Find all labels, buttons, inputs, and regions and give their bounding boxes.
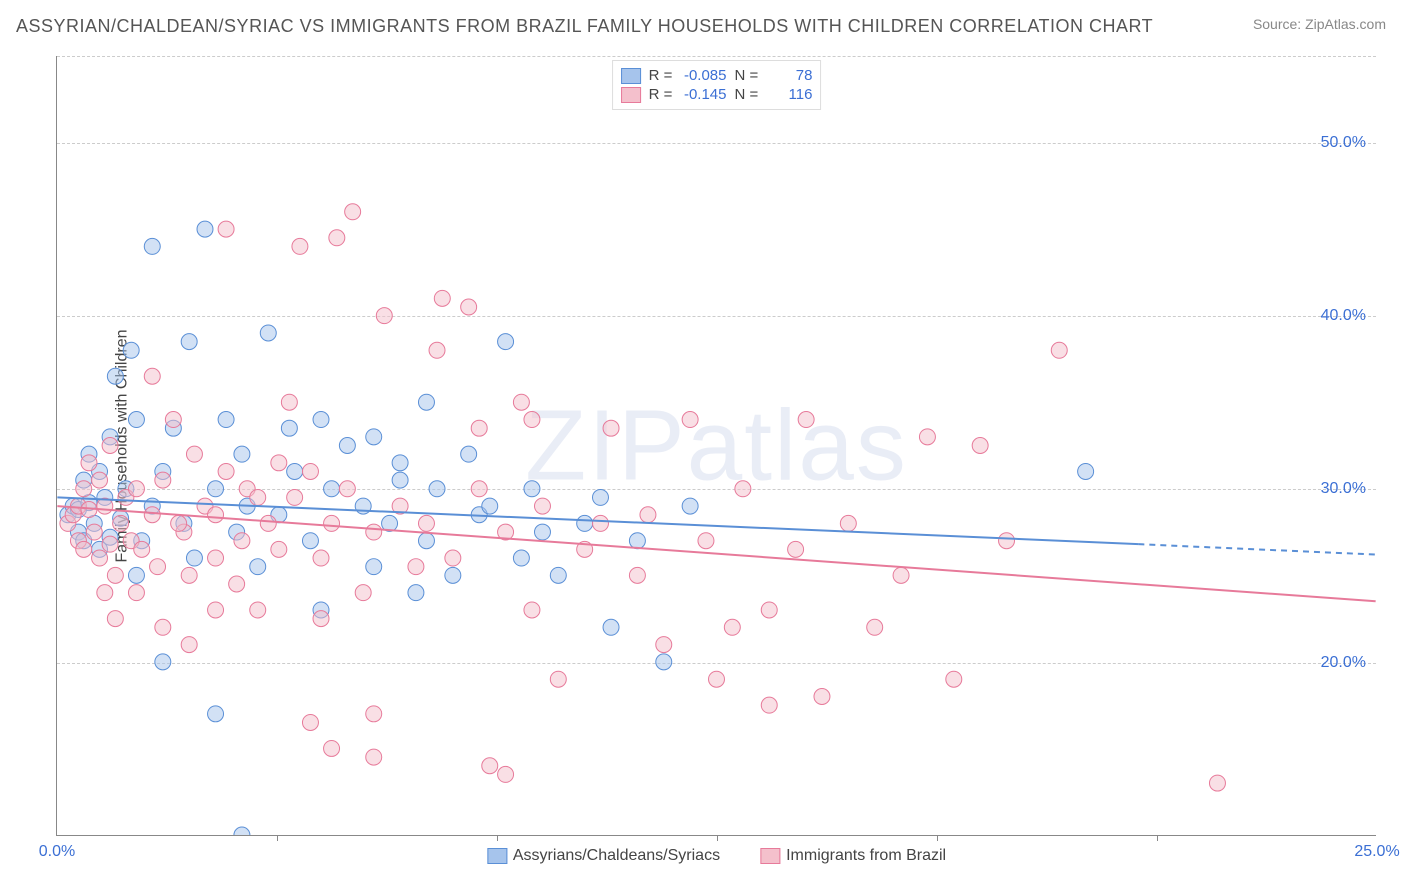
legend-swatch-blue [621,68,641,84]
legend-swatch-pink-icon [760,848,780,864]
legend-bottom: Assyrians/Chaldeans/Syriacs Immigrants f… [487,847,946,865]
x-tick-mark [497,835,498,841]
x-tick-mark [277,835,278,841]
x-tick-mark [937,835,938,841]
legend-item-2: Immigrants from Brazil [760,847,946,865]
x-tick-mark [717,835,718,841]
legend-stats-box: R = -0.085 N = 78 R = -0.145 N = 116 [612,60,822,110]
x-tick-mark [1157,835,1158,841]
source-label: Source: ZipAtlas.com [1253,16,1386,32]
x-tick-label: 0.0% [39,843,75,861]
legend-swatch-pink [621,87,641,103]
legend-label-1: Assyrians/Chaldeans/Syriacs [513,847,720,865]
legend-stat-row-2: R = -0.145 N = 116 [621,86,813,103]
chart-plot-area: ZIPatlas R = -0.085 N = 78 R = -0.145 N … [56,56,1376,836]
scatter-svg [57,56,1376,835]
legend-stat-row-1: R = -0.085 N = 78 [621,67,813,84]
legend-swatch-blue-icon [487,848,507,864]
legend-item-1: Assyrians/Chaldeans/Syriacs [487,847,720,865]
x-tick-label: 25.0% [1354,843,1399,861]
legend-label-2: Immigrants from Brazil [786,847,946,865]
chart-title: ASSYRIAN/CHALDEAN/SYRIAC VS IMMIGRANTS F… [16,16,1153,37]
